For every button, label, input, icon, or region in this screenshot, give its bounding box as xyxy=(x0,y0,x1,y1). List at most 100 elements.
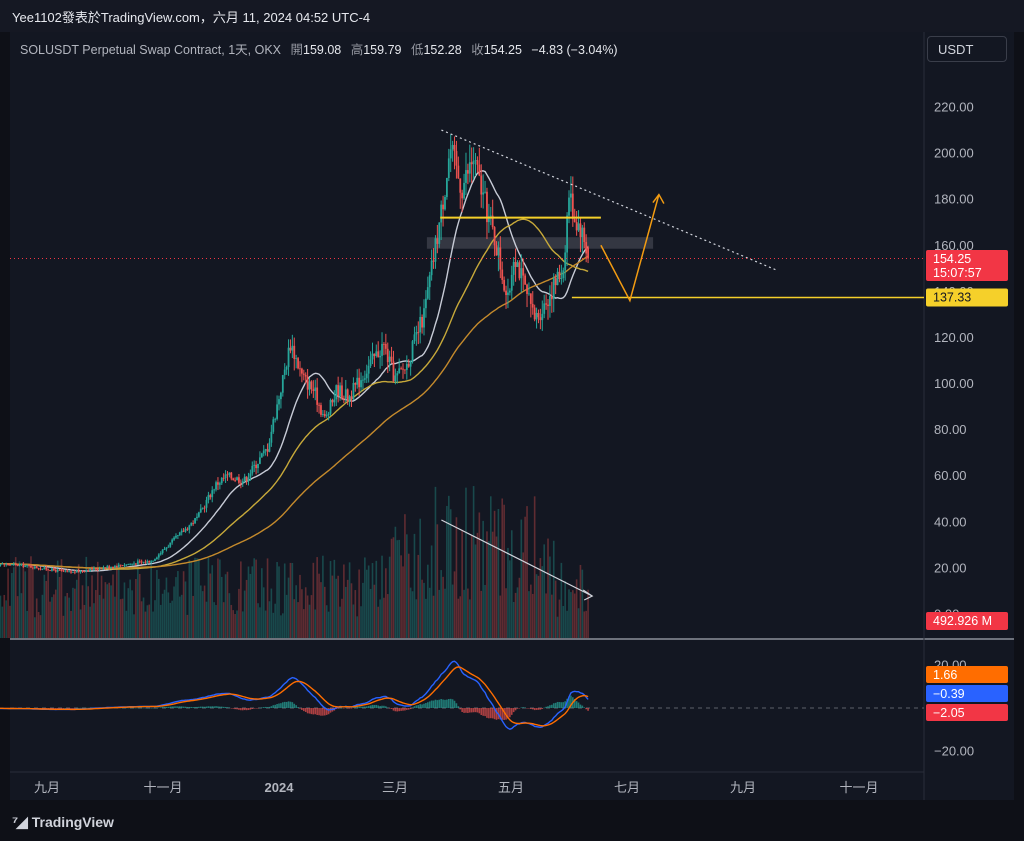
candle-body[interactable] xyxy=(455,151,458,166)
candle-body[interactable] xyxy=(243,476,246,482)
candle-body[interactable] xyxy=(201,507,204,509)
candle-body[interactable] xyxy=(75,570,78,573)
candle-body[interactable] xyxy=(434,238,437,262)
candle-body[interactable] xyxy=(203,507,206,509)
candle-body[interactable] xyxy=(167,546,170,548)
candle-body[interactable] xyxy=(108,566,111,568)
candle-body[interactable] xyxy=(94,568,97,570)
candle-body[interactable] xyxy=(421,316,423,328)
candle-body[interactable] xyxy=(566,215,568,253)
candle-body[interactable] xyxy=(447,158,450,178)
candle-body[interactable] xyxy=(184,528,187,532)
candle-body[interactable] xyxy=(176,535,179,536)
candle-body[interactable] xyxy=(583,227,586,243)
candle-body[interactable] xyxy=(505,290,507,296)
candle-body[interactable] xyxy=(457,165,460,179)
candle-body[interactable] xyxy=(52,568,55,571)
candle-body[interactable] xyxy=(556,271,559,286)
candle-body[interactable] xyxy=(77,570,80,573)
candle-body[interactable] xyxy=(136,561,139,565)
candle-body[interactable] xyxy=(350,396,353,400)
candle-body[interactable] xyxy=(550,295,553,300)
candle-body[interactable] xyxy=(115,565,118,567)
candle-body[interactable] xyxy=(587,247,589,259)
candle-body[interactable] xyxy=(205,499,208,508)
candle-body[interactable] xyxy=(333,399,336,403)
candle-body[interactable] xyxy=(226,474,229,476)
candle-body[interactable] xyxy=(404,369,406,371)
candle-body[interactable] xyxy=(558,271,561,280)
candle-body[interactable] xyxy=(459,178,462,193)
candle-body[interactable] xyxy=(125,564,128,566)
candle-body[interactable] xyxy=(18,564,21,566)
candle-body[interactable] xyxy=(409,360,412,367)
candle-body[interactable] xyxy=(573,218,576,222)
candle-body[interactable] xyxy=(131,563,133,565)
candle-body[interactable] xyxy=(180,530,183,533)
candle-body[interactable] xyxy=(320,405,322,415)
candle-body[interactable] xyxy=(64,570,67,572)
candle-body[interactable] xyxy=(230,472,233,479)
candle-body[interactable] xyxy=(524,275,527,285)
candle-body[interactable] xyxy=(436,238,439,244)
candle-body[interactable] xyxy=(508,290,511,293)
candle-body[interactable] xyxy=(318,404,320,406)
candle-body[interactable] xyxy=(56,569,59,572)
candle-body[interactable] xyxy=(396,373,399,376)
candle-body[interactable] xyxy=(564,252,567,271)
candle-body[interactable] xyxy=(575,221,578,231)
candle-body[interactable] xyxy=(417,332,420,333)
candle-body[interactable] xyxy=(528,293,530,295)
candle-body[interactable] xyxy=(398,368,401,374)
candle-body[interactable] xyxy=(1,563,4,565)
candle-body[interactable] xyxy=(178,532,181,536)
candle-body[interactable] xyxy=(449,149,452,159)
candle-body[interactable] xyxy=(41,568,44,570)
candle-body[interactable] xyxy=(302,373,305,375)
candle-body[interactable] xyxy=(510,274,513,291)
candle-body[interactable] xyxy=(283,369,286,376)
candle-body[interactable] xyxy=(169,542,172,547)
candle-body[interactable] xyxy=(251,465,254,474)
candle-body[interactable] xyxy=(516,262,519,267)
candle-body[interactable] xyxy=(384,343,387,349)
candle-body[interactable] xyxy=(12,563,15,565)
candle-body[interactable] xyxy=(140,561,143,563)
candle-body[interactable] xyxy=(486,191,488,223)
candle-body[interactable] xyxy=(337,385,340,397)
candle-body[interactable] xyxy=(377,351,380,358)
volume-divergence-arrow[interactable] xyxy=(441,519,593,597)
candle-body[interactable] xyxy=(402,368,404,370)
candle-body[interactable] xyxy=(157,554,160,558)
candle-body[interactable] xyxy=(499,247,502,270)
candle-body[interactable] xyxy=(110,567,113,568)
candle-body[interactable] xyxy=(562,270,565,278)
candle-body[interactable] xyxy=(314,387,317,392)
candle-body[interactable] xyxy=(545,303,548,305)
candle-body[interactable] xyxy=(281,375,284,393)
candle-body[interactable] xyxy=(35,566,38,569)
candle-body[interactable] xyxy=(308,381,311,390)
candle-body[interactable] xyxy=(430,260,433,276)
candle-body[interactable] xyxy=(465,170,467,183)
candle-body[interactable] xyxy=(73,571,76,573)
candle-body[interactable] xyxy=(114,565,116,568)
candle-body[interactable] xyxy=(51,568,53,571)
candle-body[interactable] xyxy=(316,387,319,405)
candle-body[interactable] xyxy=(325,415,328,417)
candle-body[interactable] xyxy=(369,359,372,366)
candle-body[interactable] xyxy=(192,523,195,524)
candle-body[interactable] xyxy=(49,570,51,571)
candle-body[interactable] xyxy=(413,334,416,342)
candle-body[interactable] xyxy=(554,278,557,286)
candle-body[interactable] xyxy=(335,385,338,400)
candle-body[interactable] xyxy=(365,373,368,379)
candle-body[interactable] xyxy=(344,389,347,399)
candle-body[interactable] xyxy=(236,477,238,481)
candle-body[interactable] xyxy=(388,356,391,363)
candle-body[interactable] xyxy=(342,398,345,400)
candle-body[interactable] xyxy=(259,457,261,464)
candle-body[interactable] xyxy=(321,413,324,415)
currency-unit-button[interactable]: USDT xyxy=(927,36,1007,62)
